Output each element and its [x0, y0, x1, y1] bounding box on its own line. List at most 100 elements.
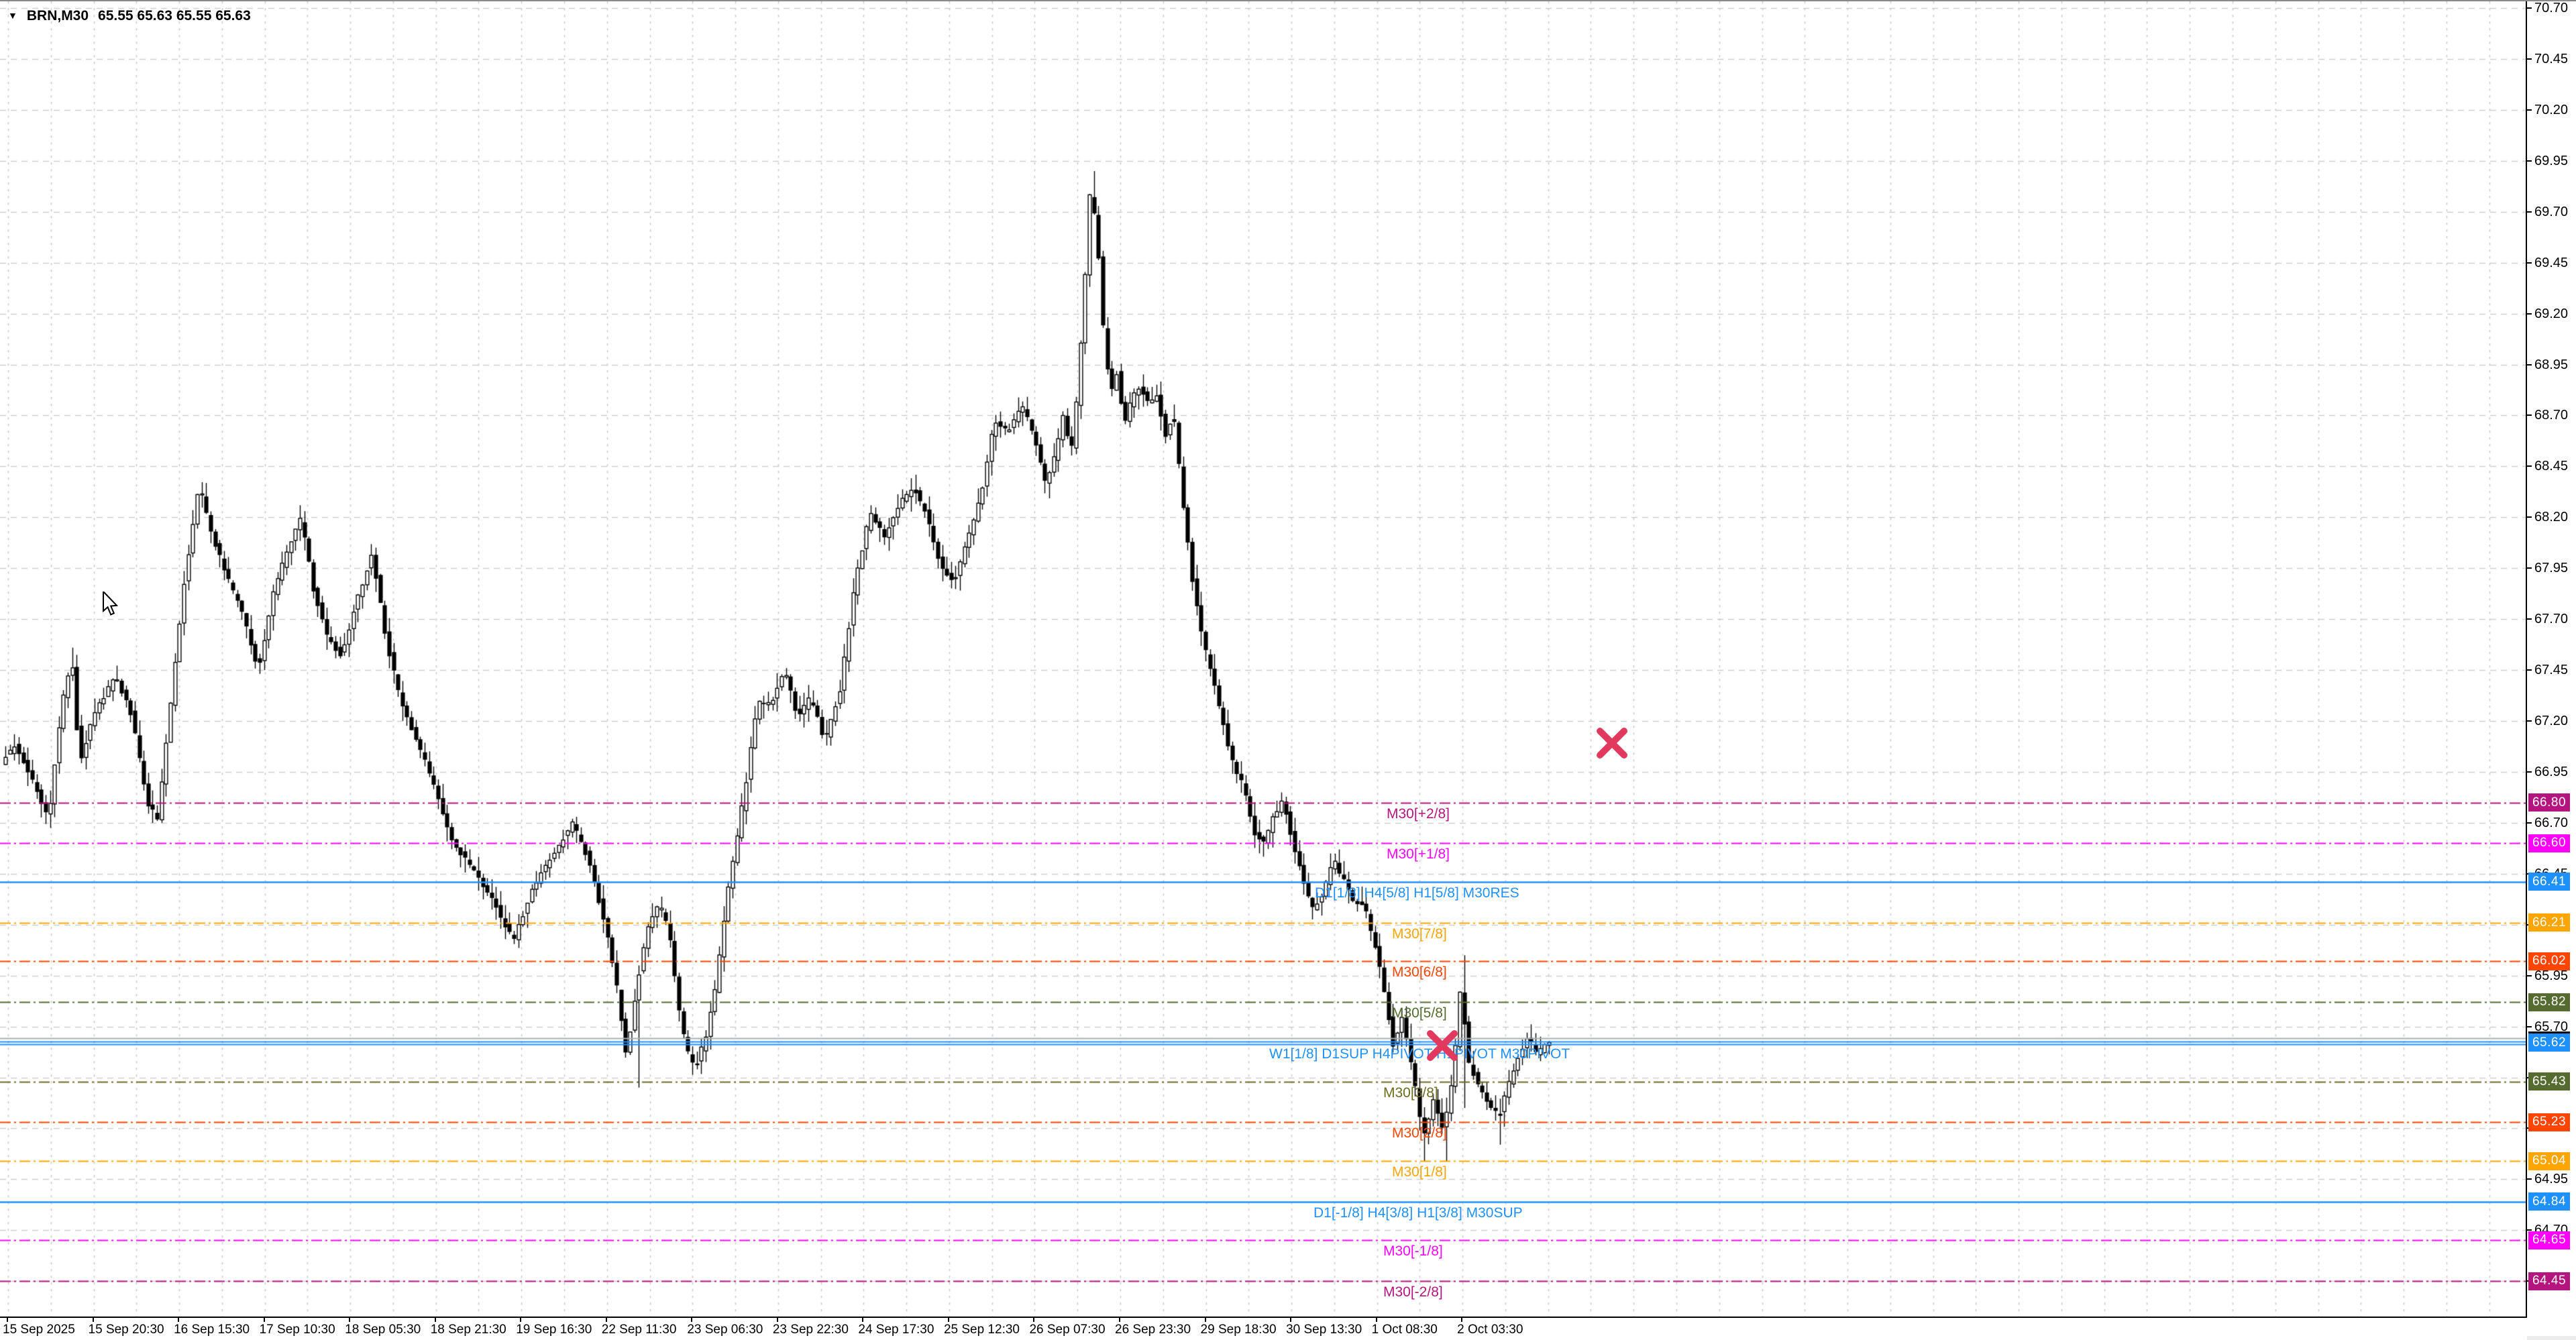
price-tick-mark — [2527, 1178, 2532, 1180]
time-label: 18 Sep 05:30 — [345, 1323, 421, 1337]
price-tick-label: 69.20 — [2534, 306, 2569, 321]
level-label-m30-5-8[interactable]: M30[5/8] — [1392, 1005, 1447, 1021]
time-label: 30 Sep 13:30 — [1286, 1323, 1362, 1337]
time-label: 19 Sep 16:30 — [516, 1323, 592, 1337]
level-label-m30-plus-2-8[interactable]: M30[+2/8] — [1387, 805, 1450, 822]
time-tick-mark — [1119, 1318, 1121, 1322]
time-tick-mark — [1290, 1318, 1292, 1322]
price-tick-label: 69.95 — [2534, 153, 2569, 168]
price-badge-64.84: 64.84 — [2528, 1192, 2570, 1211]
time-label: 2 Oct 03:30 — [1457, 1323, 1523, 1337]
level-label-m30-sup[interactable]: D1[-1/8] H4[3/8] H1[3/8] M30SUP — [1313, 1205, 1523, 1221]
price-badge-65.23: 65.23 — [2528, 1113, 2570, 1131]
price-tick-mark — [2527, 313, 2532, 315]
price-axis[interactable]: 70.70 70.45 70.20 69.95 69.70 69.45 69.20 68.95… — [2526, 1, 2576, 1317]
price-tick-label: 70.70 — [2534, 1, 2569, 16]
level-label-m30-res[interactable]: D1[1/8] H4[5/8] H1[5/8] M30RES — [1315, 885, 1519, 901]
time-tick-mark — [7, 1318, 8, 1322]
time-label: 25 Sep 12:30 — [943, 1323, 1020, 1337]
chart-title: ▼ BRN,M30 65.55 65.63 65.55 65.63 — [8, 8, 251, 24]
level-label-m30-3-8[interactable]: M30[3/8] — [1383, 1084, 1438, 1101]
price-tick-label: 68.70 — [2534, 408, 2569, 423]
price-tick-label: 65.95 — [2534, 968, 2569, 983]
price-badge-64.65: 64.65 — [2528, 1231, 2570, 1249]
price-tick-mark — [2527, 618, 2532, 620]
time-label: 29 Sep 18:30 — [1200, 1323, 1277, 1337]
price-badge-64.45: 64.45 — [2528, 1272, 2570, 1290]
price-tick-label: 67.45 — [2534, 663, 2569, 678]
price-tick-label: 66.70 — [2534, 815, 2569, 830]
price-badge-66.21: 66.21 — [2528, 913, 2570, 932]
level-label-m30-2-8[interactable]: M30[2/8] — [1392, 1125, 1447, 1141]
price-tick-label: 67.95 — [2534, 561, 2569, 576]
price-tick-mark — [2527, 262, 2532, 264]
x-mark-icon[interactable] — [1593, 724, 1631, 762]
time-tick-mark — [776, 1318, 778, 1322]
price-tick-mark — [2527, 822, 2532, 824]
time-tick-mark — [349, 1318, 351, 1322]
time-tick-mark — [1204, 1318, 1206, 1322]
price-tick-mark — [2527, 414, 2532, 416]
price-tick-mark — [2527, 160, 2532, 162]
time-tick-mark — [605, 1318, 607, 1322]
price-tick-mark — [2527, 7, 2532, 9]
price-tick-mark — [2527, 567, 2532, 569]
chart-area[interactable]: ▼ BRN,M30 65.55 65.63 65.55 65.63 M30[+2… — [0, 1, 2526, 1317]
level-label-m30-minus-1-8[interactable]: M30[-1/8] — [1383, 1243, 1443, 1260]
level-label-m30-plus-1-8[interactable]: M30[+1/8] — [1387, 846, 1450, 862]
price-badge-65.62: 65.62 — [2528, 1034, 2570, 1052]
price-tick-mark — [2527, 771, 2532, 773]
price-tick-mark — [2527, 974, 2532, 976]
price-chart-canvas[interactable] — [0, 1, 2526, 1317]
time-tick-mark — [1375, 1318, 1377, 1322]
time-tick-mark — [263, 1318, 265, 1322]
time-label: 26 Sep 07:30 — [1029, 1323, 1106, 1337]
price-badge-65.82: 65.82 — [2528, 993, 2570, 1011]
price-tick-mark — [2527, 720, 2532, 722]
x-mark-icon[interactable] — [1424, 1027, 1461, 1064]
price-badge-66.80: 66.80 — [2528, 793, 2570, 812]
time-label: 26 Sep 23:30 — [1115, 1323, 1191, 1337]
price-tick-mark — [2527, 109, 2532, 111]
level-label-m30-pivot[interactable]: W1[1/8] D1SUP H4PIVOT H1PIVOT M30PIVOT — [1269, 1046, 1570, 1062]
time-label: 17 Sep 10:30 — [259, 1323, 335, 1337]
price-tick-label: 70.45 — [2534, 52, 2569, 66]
time-label: 18 Sep 21:30 — [430, 1323, 506, 1337]
level-label-m30-6-8[interactable]: M30[6/8] — [1392, 964, 1447, 981]
price-tick-label: 69.45 — [2534, 255, 2569, 270]
level-label-m30-7-8[interactable]: M30[7/8] — [1392, 926, 1447, 942]
time-tick-mark — [92, 1318, 94, 1322]
price-badge-65.04: 65.04 — [2528, 1152, 2570, 1170]
time-label: 15 Sep 20:30 — [88, 1323, 164, 1337]
time-tick-mark — [178, 1318, 180, 1322]
price-tick-mark — [2527, 516, 2532, 518]
time-tick-mark — [947, 1318, 949, 1322]
objects-collapse-icon[interactable]: ▼ — [8, 10, 17, 21]
level-label-m30-minus-2-8[interactable]: M30[-2/8] — [1383, 1284, 1443, 1300]
price-tick-label: 68.45 — [2534, 459, 2569, 474]
time-tick-mark — [691, 1318, 693, 1322]
time-tick-mark — [862, 1318, 864, 1322]
price-tick-mark — [2527, 465, 2532, 467]
time-tick-mark — [520, 1318, 522, 1322]
price-tick-label: 68.95 — [2534, 357, 2569, 372]
price-tick-label: 68.20 — [2534, 510, 2569, 525]
time-label: 1 Oct 08:30 — [1371, 1323, 1438, 1337]
price-tick-label: 67.70 — [2534, 612, 2569, 627]
time-label: 24 Sep 17:30 — [858, 1323, 934, 1337]
price-tick-mark — [2527, 669, 2532, 671]
price-badge-65.43: 65.43 — [2528, 1072, 2570, 1091]
symbol-timeframe-label: BRN,M30 — [26, 8, 89, 23]
level-label-m30-1-8[interactable]: M30[1/8] — [1392, 1164, 1447, 1180]
price-tick-mark — [2527, 1025, 2532, 1027]
time-label: 16 Sep 15:30 — [174, 1323, 250, 1337]
time-tick-mark — [1033, 1318, 1035, 1322]
price-tick-label: 64.95 — [2534, 1172, 2569, 1187]
time-tick-mark — [1461, 1318, 1463, 1322]
price-tick-label: 66.95 — [2534, 764, 2569, 779]
time-label: 23 Sep 22:30 — [772, 1323, 849, 1337]
time-axis[interactable]: 15 Sep 2025 15 Sep 20:30 16 Sep 15:30 17 Se… — [0, 1317, 2527, 1340]
price-tick-label: 65.70 — [2534, 1019, 2569, 1034]
ohlc-quote-label: 65.55 65.63 65.55 65.63 — [98, 8, 251, 23]
